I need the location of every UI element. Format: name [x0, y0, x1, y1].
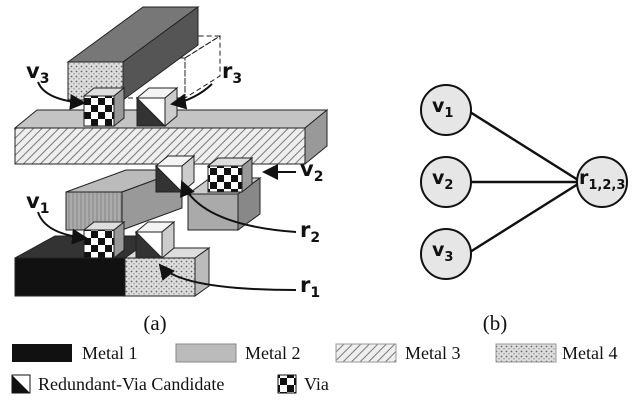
via-label: v1	[26, 189, 49, 217]
candidate-label: r2	[300, 218, 320, 246]
label-base: r	[222, 59, 233, 83]
layout-3d	[15, 7, 327, 296]
label-sub: 3	[444, 250, 453, 265]
label-base: v	[432, 239, 445, 261]
box-face	[84, 96, 114, 126]
box-face	[125, 258, 195, 296]
box-face	[208, 166, 242, 192]
candidate-label: r3	[222, 59, 242, 87]
legend-swatch	[336, 344, 396, 362]
via-label: v3	[26, 59, 49, 87]
legend-label: Metal 4	[562, 343, 618, 363]
label-sub: 3	[40, 71, 50, 87]
box-face	[84, 230, 114, 258]
legend-label: Metal 1	[82, 343, 138, 363]
figure: v3 r3 v2 r2 v1 r1 (a) (b) v1 v2 v3 r1,2,…	[0, 0, 638, 400]
legend-swatch	[278, 375, 296, 393]
legend-label: Via	[304, 374, 329, 394]
legend-label: Metal 3	[405, 343, 461, 363]
box-face	[15, 258, 125, 296]
label-base: r	[300, 218, 311, 242]
label-base: v	[432, 95, 445, 117]
label-sub: 1	[444, 106, 453, 121]
label-base: v	[300, 157, 314, 181]
legend-swatch	[496, 344, 556, 362]
label-sub: 2	[310, 230, 320, 246]
label-sub: 1	[310, 285, 320, 301]
candidate-label: r1	[300, 273, 320, 301]
graph-edges	[470, 112, 578, 252]
label-sub: 1	[40, 201, 50, 217]
caption: (a)	[143, 311, 166, 335]
label-sub: 3	[232, 71, 242, 87]
label-sub: 1,2,3	[588, 178, 625, 193]
caption: (b)	[483, 311, 508, 335]
legend-swatch	[176, 344, 236, 362]
label-base: v	[432, 167, 445, 189]
box-face	[15, 128, 305, 164]
label-base: v	[26, 189, 40, 213]
via-label: v2	[300, 157, 323, 185]
legend-swatch	[12, 344, 72, 362]
legend: Metal 1 Metal 2 Metal 3 Metal 4 Redundan…	[12, 343, 618, 394]
legend-label: Metal 2	[245, 343, 301, 363]
label-sub: 2	[444, 178, 453, 193]
legend-label: Redundant-Via Candidate	[38, 374, 224, 394]
label-sub: 2	[314, 169, 324, 185]
label-base: r	[300, 273, 311, 297]
label-base: v	[26, 59, 40, 83]
